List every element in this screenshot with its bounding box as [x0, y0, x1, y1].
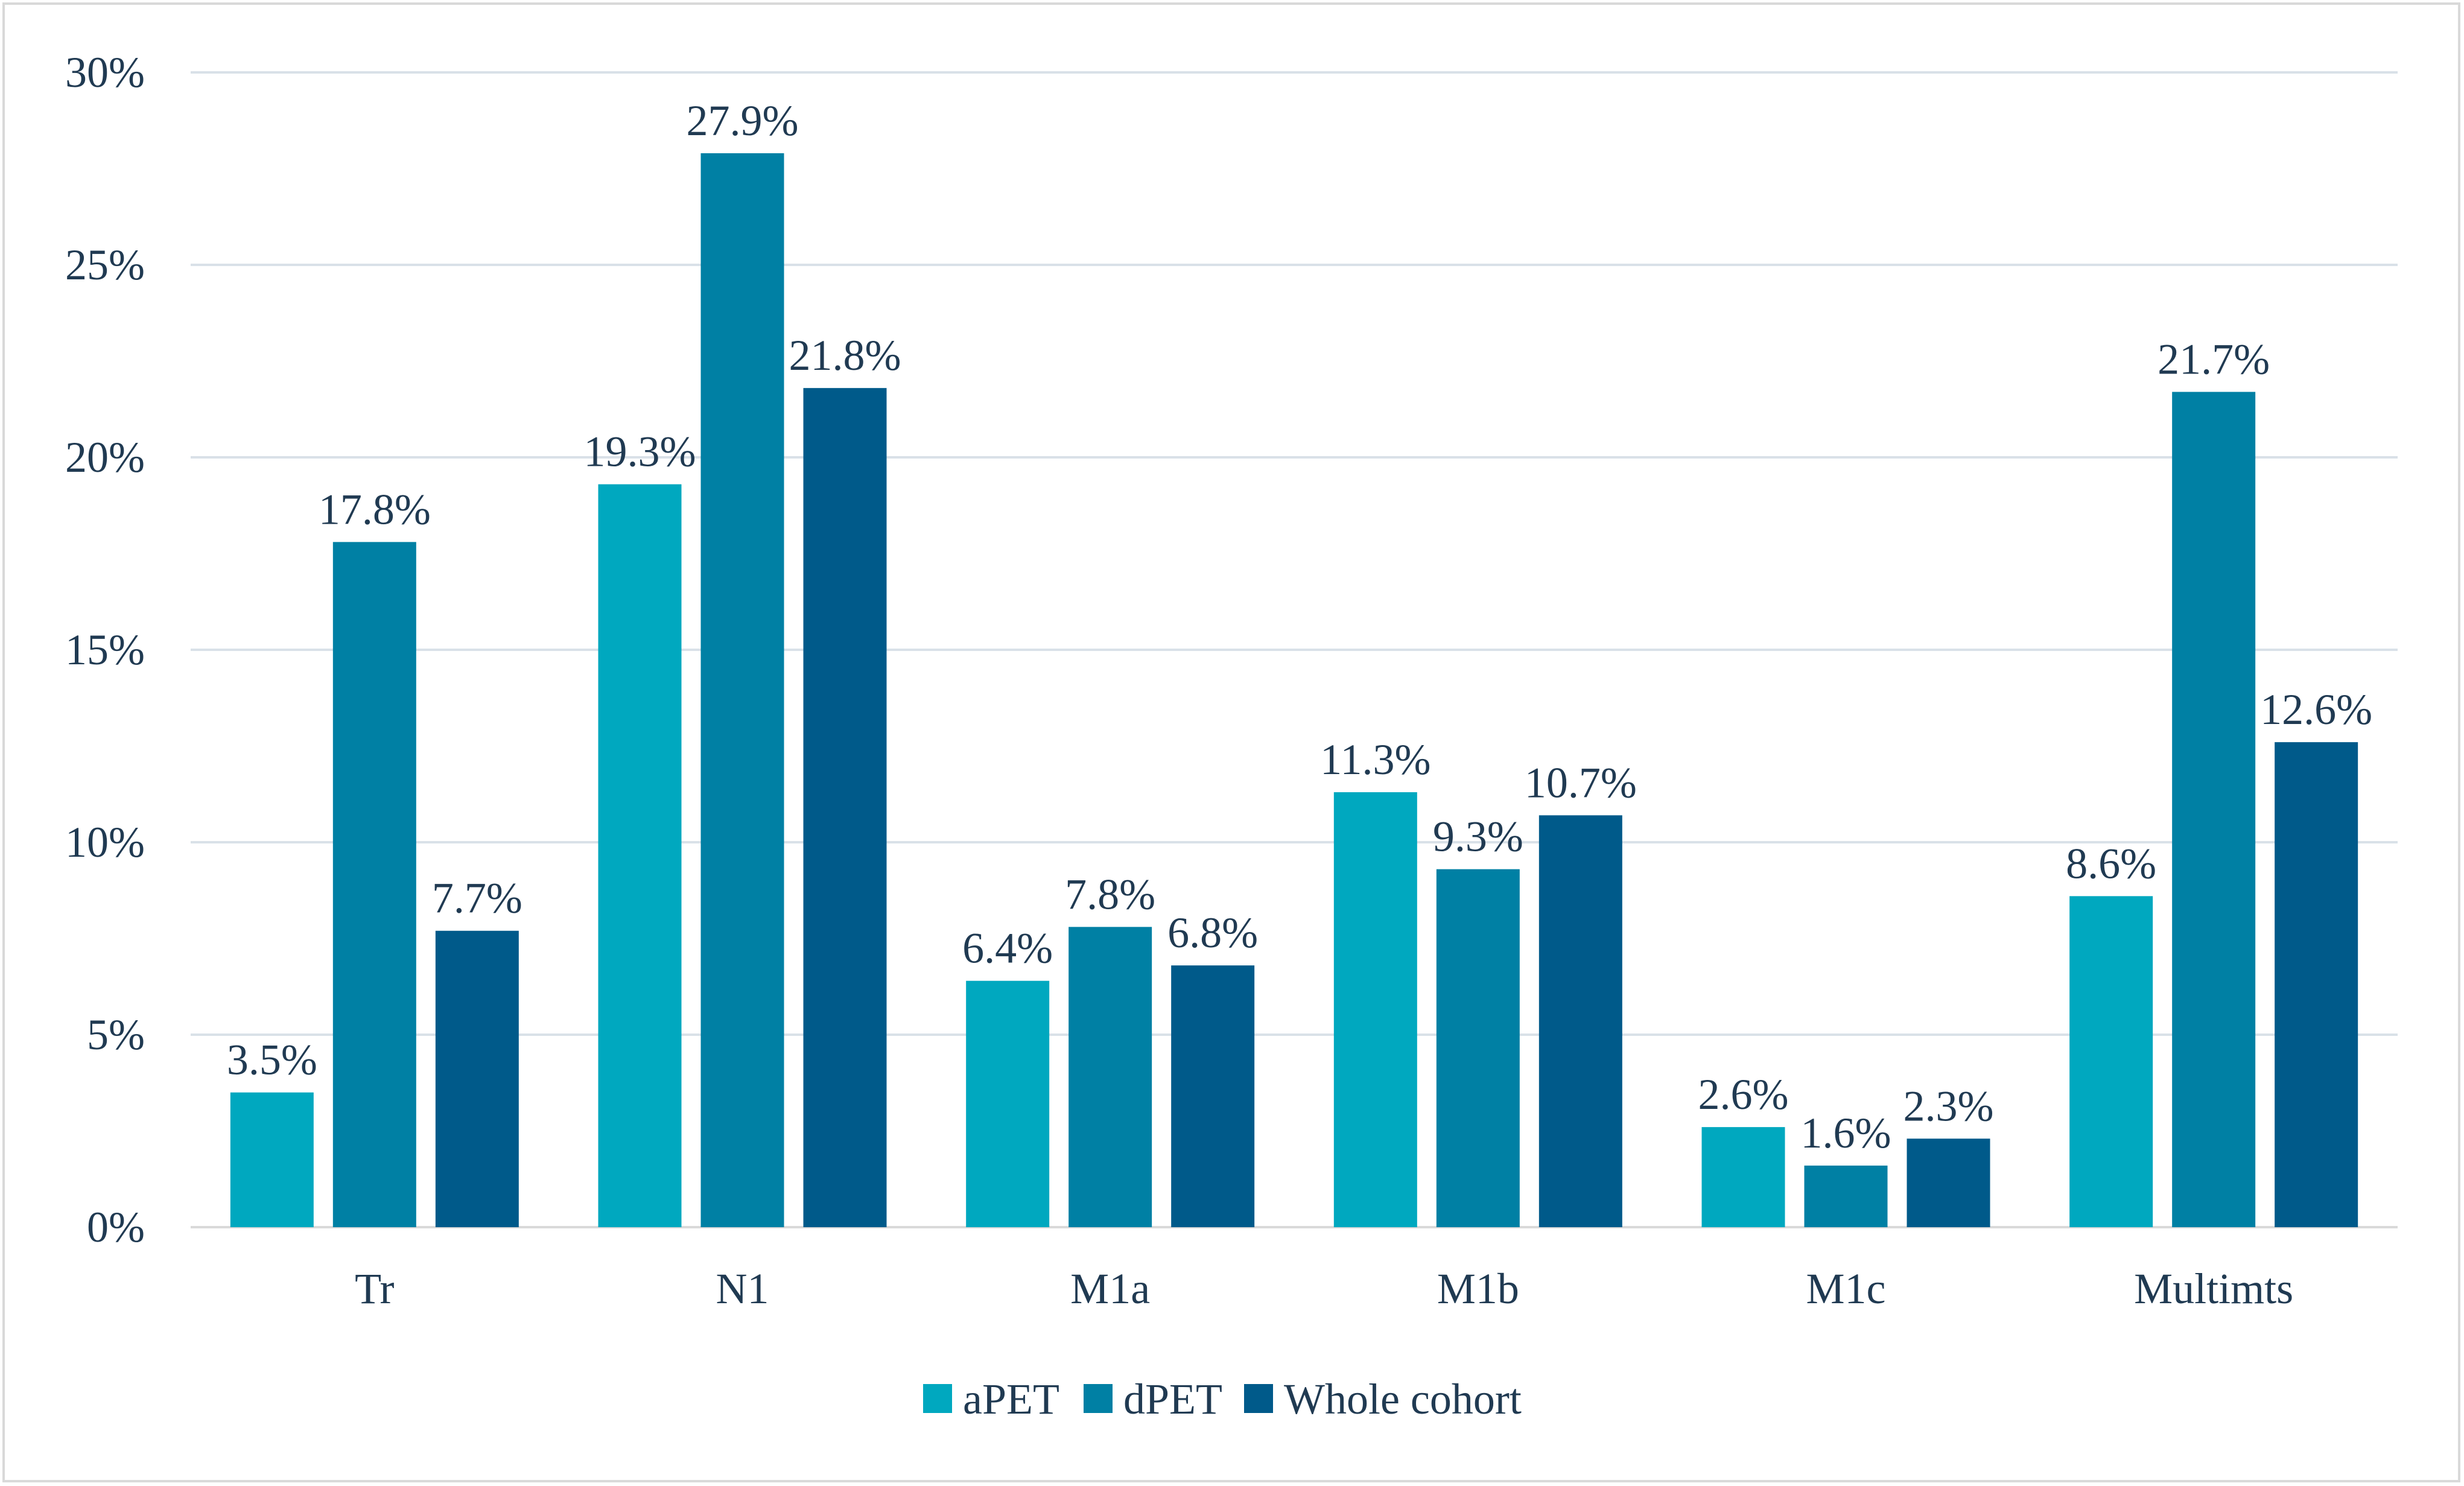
bar-apet [1701, 1127, 1785, 1227]
bar-dpet [700, 153, 784, 1228]
y-tick-label: 0% [87, 1203, 145, 1251]
data-label: 9.3% [1433, 813, 1523, 861]
bar-whole-cohort [1538, 815, 1622, 1227]
bar-chart: 0% 5% 10% 15% 20% 25% 30% 3.5% 17.8% 7.7% 19.3% 27… [65, 48, 2398, 1423]
legend-item-apet: aPET [923, 1375, 1059, 1423]
legend-item-dpet: dPET [1084, 1375, 1222, 1423]
data-labels: 3.5% 17.8% 7.7% 19.3% 27.9% 21.8% 6.4%7.8%6.8%… [227, 97, 2372, 1157]
y-tick-label: 5% [87, 1011, 145, 1059]
data-label: 7.7% [432, 874, 522, 922]
bar-whole-cohort [803, 388, 887, 1228]
y-tick-label: 30% [65, 48, 145, 97]
y-tick-label: 20% [65, 433, 145, 481]
bar-apet [230, 1092, 314, 1227]
data-label: 2.3% [1904, 1082, 1994, 1130]
legend-label: aPET [963, 1375, 1059, 1423]
data-label: 6.8% [1167, 909, 1258, 957]
legend-swatch [923, 1384, 952, 1413]
data-label: 12.6% [2260, 685, 2372, 734]
bar-dpet [1804, 1165, 1888, 1227]
x-tick-label: Tr [355, 1265, 394, 1313]
x-tick-label: M1b [1437, 1265, 1519, 1313]
data-label: 3.5% [227, 1036, 317, 1084]
data-label: 7.8% [1065, 870, 1155, 918]
data-label: 21.8% [789, 331, 901, 379]
data-label: 2.6% [1698, 1070, 1789, 1119]
bar-dpet [332, 542, 416, 1227]
data-label: 1.6% [1801, 1109, 1891, 1157]
data-label: 21.7% [2158, 335, 2270, 384]
bar-whole-cohort [435, 930, 519, 1227]
x-tick-label: Multimts [2134, 1265, 2293, 1313]
bar-apet [1333, 792, 1417, 1227]
bar-whole-cohort [1171, 965, 1255, 1227]
legend-swatch [1084, 1384, 1113, 1413]
bar-apet [2069, 896, 2153, 1227]
bar-dpet [1068, 927, 1152, 1227]
legend: aPET dPET Whole cohort [923, 1375, 1522, 1423]
data-label: 10.7% [1525, 758, 1637, 807]
data-label: 11.3% [1320, 735, 1430, 784]
bar-dpet [2172, 392, 2256, 1227]
x-axis-tick-labels: Tr N1 M1a M1b M1c Multimts [355, 1265, 2293, 1313]
x-tick-label: M1c [1806, 1265, 1886, 1313]
data-label: 27.9% [687, 97, 799, 145]
legend-swatch [1244, 1384, 1273, 1413]
x-tick-label: N1 [716, 1265, 769, 1313]
y-axis-tick-labels: 0% 5% 10% 15% 20% 25% 30% [65, 48, 145, 1251]
legend-item-whole-cohort: Whole cohort [1244, 1375, 1522, 1423]
bar-apet [966, 980, 1050, 1227]
data-label: 8.6% [2066, 839, 2156, 887]
bar-whole-cohort [1907, 1138, 1990, 1227]
legend-label: Whole cohort [1284, 1375, 1522, 1423]
bar-dpet [1436, 869, 1520, 1227]
y-tick-label: 15% [65, 626, 145, 674]
x-tick-label: M1a [1070, 1265, 1150, 1313]
bar-whole-cohort [2275, 742, 2358, 1227]
data-label: 17.8% [319, 485, 431, 533]
bars [230, 153, 2358, 1228]
data-label: 6.4% [962, 924, 1053, 973]
y-tick-label: 25% [65, 241, 145, 289]
legend-label: dPET [1123, 1375, 1222, 1423]
data-label: 19.3% [584, 428, 696, 476]
bar-apet [598, 484, 682, 1228]
y-tick-label: 10% [65, 818, 145, 866]
gridlines [191, 71, 2398, 1228]
